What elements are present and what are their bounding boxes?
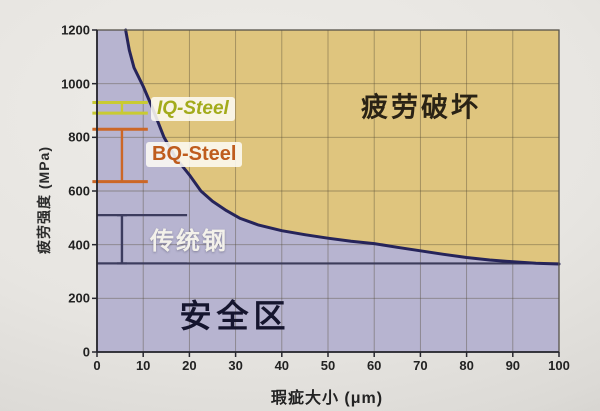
x-tick-label: 0	[93, 358, 101, 373]
x-tick-label: 60	[366, 358, 382, 373]
x-tick-label: 70	[413, 358, 428, 373]
traditional-steel-label: 传统钢	[150, 228, 228, 255]
bq-steel-label: BQ-Steel	[146, 142, 243, 167]
safe-region-label: 安全区	[179, 298, 291, 334]
y-tick-label: 1200	[61, 22, 90, 38]
failure-region-label: 疲劳破坏	[361, 92, 481, 123]
x-tick-label: 90	[505, 358, 521, 373]
x-tick-label: 30	[228, 358, 243, 373]
failure-zone-fill	[125, 30, 560, 264]
y-axis-title: 疲劳强度 (MPa)	[36, 146, 52, 254]
iq-steel-label: IQ-Steel	[151, 97, 235, 121]
x-tick-label: 50	[320, 358, 336, 373]
y-tick-label: 0	[82, 344, 90, 360]
x-axis-title: 瑕疵大小 (μm)	[270, 390, 384, 407]
y-tick-label: 400	[68, 237, 90, 253]
y-tick-label: 800	[68, 129, 90, 145]
y-tick-label: 200	[68, 290, 90, 306]
y-tick-label: 1000	[61, 76, 90, 92]
x-tick-label: 20	[182, 358, 197, 373]
x-tick-label: 80	[459, 358, 474, 373]
x-tick-label: 100	[548, 358, 570, 373]
x-tick-label: 40	[274, 358, 290, 373]
y-tick-label: 600	[68, 183, 90, 199]
x-tick-label: 10	[135, 358, 151, 373]
